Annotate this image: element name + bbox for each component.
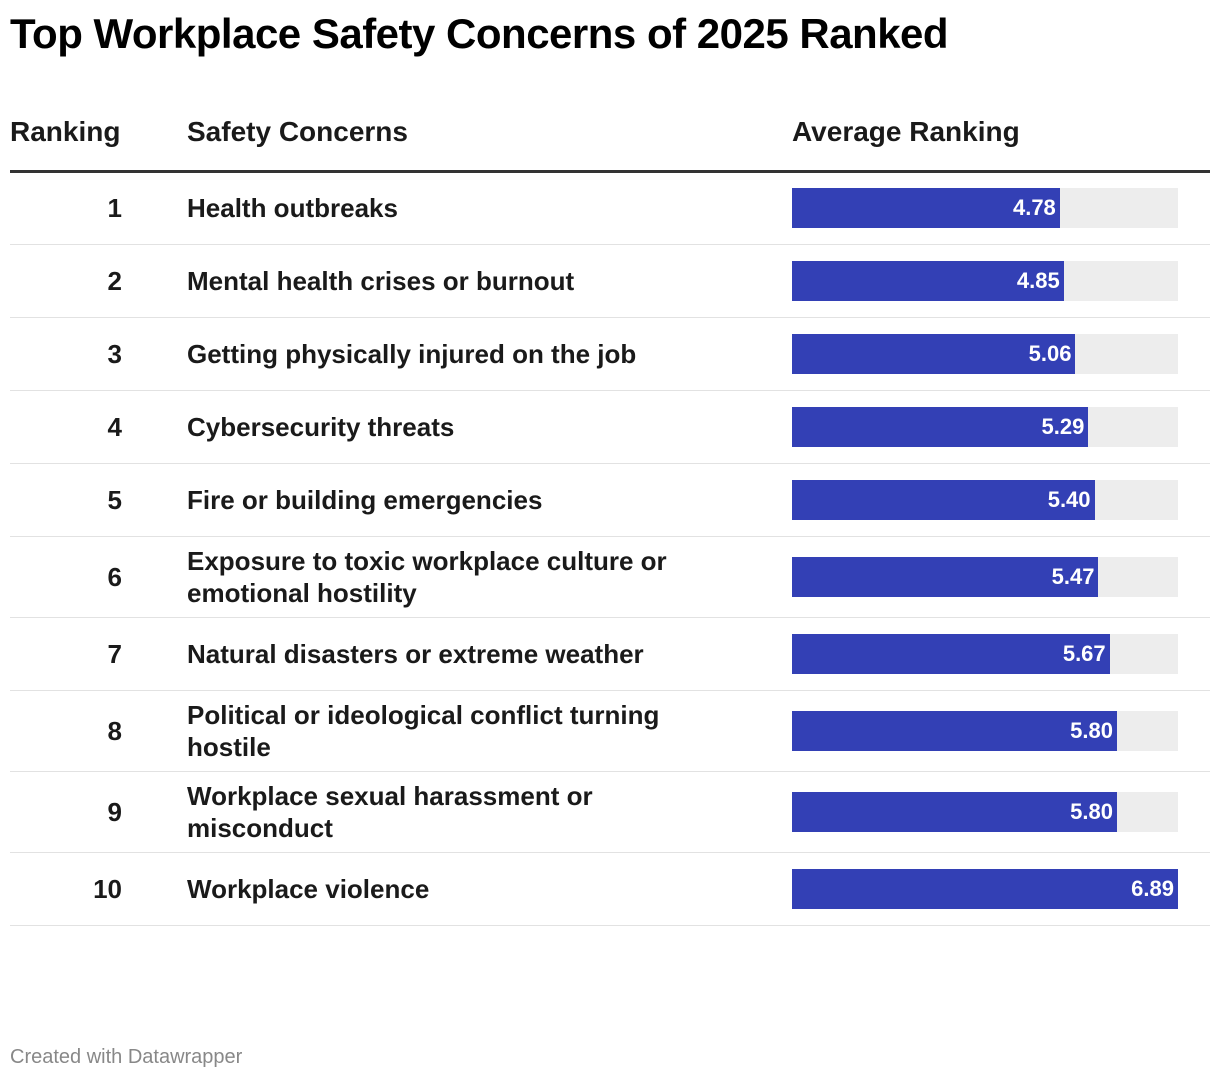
rank: 9 (107, 796, 122, 827)
bar-track: 5.47 (792, 557, 1178, 597)
table-row: 5 Fire or building emergencies 5.40 (10, 464, 1210, 537)
bar-track: 4.78 (792, 188, 1178, 228)
table-header: Ranking Safety Concerns Average Ranking (10, 114, 1210, 173)
bar (792, 792, 1117, 832)
value-label: 6.89 (1131, 876, 1174, 901)
category-label: Mental health crises or burnout (187, 266, 575, 296)
bar (792, 407, 1089, 447)
bar-track: 5.29 (792, 407, 1178, 447)
rank: 7 (107, 638, 122, 669)
category-label: Health outbreaks (187, 193, 398, 223)
category-label: Workplace sexual harassment or misconduc… (187, 781, 593, 843)
bar-track: 5.80 (792, 792, 1178, 832)
value-label: 4.85 (1016, 268, 1060, 293)
category-label: Natural disasters or extreme weather (187, 639, 644, 669)
value-label: 5.47 (1051, 564, 1095, 589)
value-label: 5.80 (1070, 799, 1113, 824)
bar-track: 5.80 (792, 711, 1178, 751)
table-row: 3 Getting physically injured on the job 5.… (10, 318, 1210, 391)
footer: Created with Datawrapper (10, 1046, 243, 1068)
value-label: 5.67 (1062, 641, 1106, 666)
table-body: 1 Health outbreaks 4.78 2 Mental health cris… (10, 172, 1210, 926)
table-row: 1 Health outbreaks 4.78 (10, 172, 1210, 245)
bar (792, 711, 1117, 751)
rank: 4 (107, 411, 122, 442)
rank: 10 (93, 873, 122, 904)
value-label: 4.78 (1012, 195, 1056, 220)
bar (792, 634, 1110, 674)
category-label: Getting physically injured on the job (187, 339, 637, 369)
table-row: 2 Mental health crises or burnout 4.85 (10, 245, 1210, 318)
bar (792, 261, 1064, 301)
column-header: Safety Concerns (187, 116, 408, 147)
bar-track: 5.40 (792, 480, 1178, 520)
bar-track: 4.85 (792, 261, 1178, 301)
value-label: 5.06 (1028, 341, 1072, 366)
bar (792, 869, 1178, 909)
category-label: Fire or building emergencies (187, 485, 543, 515)
category-label: Workplace violence (187, 874, 430, 904)
category-label: Exposure to toxic workplace culture or e… (187, 546, 667, 608)
rank: 8 (107, 715, 122, 746)
bar (792, 334, 1076, 374)
rank: 2 (107, 265, 122, 296)
table-row: 7 Natural disasters or extreme weather 5.6… (10, 618, 1210, 691)
value-label: 5.40 (1047, 487, 1091, 512)
rank: 5 (107, 484, 122, 515)
bar (792, 557, 1099, 597)
category-label: Cybersecurity threats (187, 412, 455, 442)
bar (792, 188, 1060, 228)
table-row: 10 Workplace violence 6.89 (10, 853, 1210, 926)
rank: 6 (107, 561, 122, 592)
chart-title: Top Workplace Safety Concerns of 2025 Ra… (10, 10, 949, 57)
table-row: 8 Political or ideological conflict turni… (10, 691, 1210, 772)
column-header: Average Ranking (792, 116, 1020, 147)
table-row: 9 Workplace sexual harassment or miscondu… (10, 772, 1210, 853)
bar-track: 5.06 (792, 334, 1178, 374)
value-label: 5.80 (1070, 718, 1113, 743)
rank: 3 (107, 338, 122, 369)
table-row: 6 Exposure to toxic workplace culture or … (10, 537, 1210, 618)
bar (792, 480, 1095, 520)
table-row: 4 Cybersecurity threats 5.29 (10, 391, 1210, 464)
rank: 1 (107, 192, 122, 223)
value-label: 5.29 (1041, 414, 1085, 439)
bar-track: 6.89 (792, 869, 1178, 909)
column-header: Ranking (10, 116, 121, 147)
bar-track: 5.67 (792, 634, 1178, 674)
category-label: Political or ideological conflict turnin… (187, 700, 660, 762)
